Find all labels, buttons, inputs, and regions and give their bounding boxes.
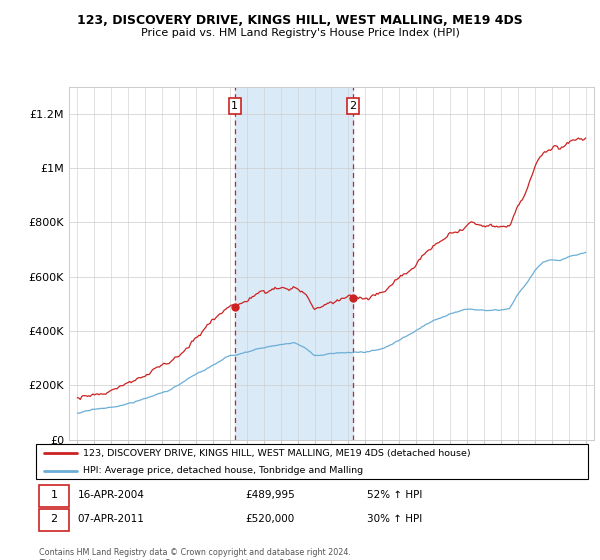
Bar [39, 509, 69, 531]
Text: 2: 2 [349, 101, 356, 111]
Text: £520,000: £520,000 [246, 515, 295, 524]
Text: 1: 1 [231, 101, 238, 111]
Text: Price paid vs. HM Land Registry's House Price Index (HPI): Price paid vs. HM Land Registry's House … [140, 28, 460, 38]
Text: 123, DISCOVERY DRIVE, KINGS HILL, WEST MALLING, ME19 4DS: 123, DISCOVERY DRIVE, KINGS HILL, WEST M… [77, 14, 523, 27]
Text: HPI: Average price, detached house, Tonbridge and Malling: HPI: Average price, detached house, Tonb… [83, 466, 363, 475]
Text: 07-APR-2011: 07-APR-2011 [77, 515, 144, 524]
Bar [235, 87, 353, 440]
Text: 1: 1 [50, 490, 58, 500]
Text: Contains HM Land Registry data © Crown copyright and database right 2024.
This d: Contains HM Land Registry data © Crown c… [39, 548, 350, 560]
Text: 2: 2 [50, 515, 58, 524]
Text: 52% ↑ HPI: 52% ↑ HPI [367, 490, 422, 500]
Text: £489,995: £489,995 [246, 490, 296, 500]
Text: 16-APR-2004: 16-APR-2004 [77, 490, 144, 500]
Text: 30% ↑ HPI: 30% ↑ HPI [367, 515, 422, 524]
Bar [39, 484, 69, 507]
Text: 123, DISCOVERY DRIVE, KINGS HILL, WEST MALLING, ME19 4DS (detached house): 123, DISCOVERY DRIVE, KINGS HILL, WEST M… [83, 449, 470, 458]
